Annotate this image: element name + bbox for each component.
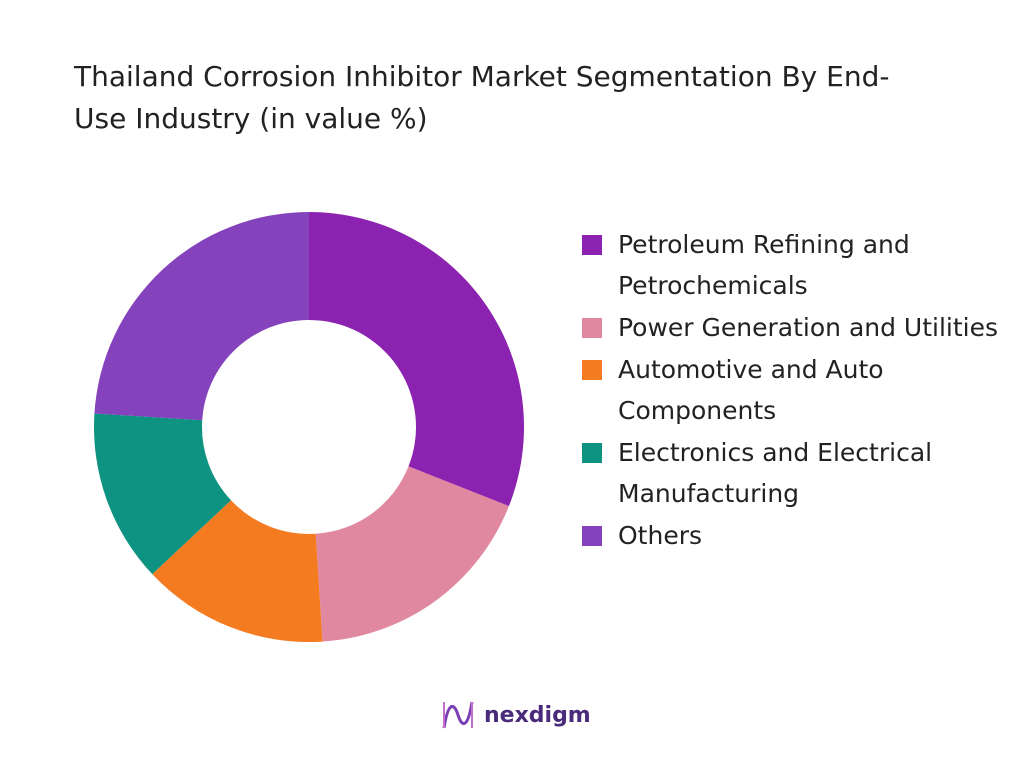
legend-item: Petroleum Refining and Petrochemicals [582,224,1008,306]
legend-label: Automotive and Auto Components [618,355,884,425]
legend-item: Others [582,515,1008,556]
brand-name: nexdigm [484,702,591,728]
brand-logo [442,701,474,729]
legend-item: Electronics and Electrical Manufacturing [582,432,1008,514]
legend-label: Petroleum Refining and Petrochemicals [618,230,910,300]
donut-slice [94,413,232,575]
legend-swatch [582,443,602,463]
donut-slice [94,212,309,421]
donut-slice [309,212,524,507]
legend-swatch [582,318,602,338]
donut-slice [152,500,323,642]
donut-slice [315,466,509,642]
legend-item: Power Generation and Utilities [582,307,1008,348]
legend-swatch [582,235,602,255]
legend-label: Electronics and Electrical Manufacturing [618,438,933,508]
legend-label: Others [618,521,703,550]
legend-item: Automotive and Auto Components [582,349,1008,431]
legend-label: Power Generation and Utilities [618,313,999,342]
legend-swatch [582,526,602,546]
chart-title: Thailand Corrosion Inhibitor Market Segm… [74,60,890,135]
legend-swatch [582,360,602,380]
brand: nexdigm [440,698,591,732]
legend: Petroleum Refining and Petrochemicals Pow… [582,224,1008,557]
